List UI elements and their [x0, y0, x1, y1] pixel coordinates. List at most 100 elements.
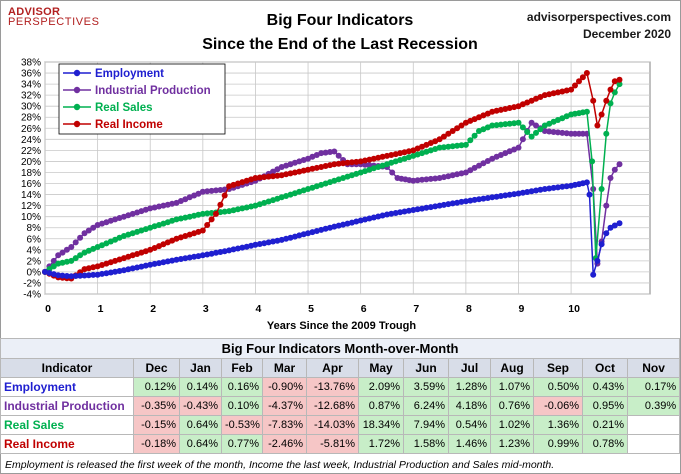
data-point-income [445, 130, 452, 137]
legend-swatch-marker [73, 120, 81, 128]
data-point-employment [397, 209, 404, 216]
data-point-employment [103, 270, 110, 277]
data-point-industrial [462, 169, 469, 176]
y-tick-label: 10% [21, 212, 41, 223]
data-point-industrial [81, 230, 88, 237]
row-label-industrial: Industrial Production [0, 396, 134, 416]
data-point-employment [462, 198, 469, 205]
table-cell: -0.43% [179, 396, 222, 416]
data-point-income [270, 173, 276, 180]
data-point-sales [511, 120, 518, 127]
chart-title: Big Four Indicators [266, 12, 414, 29]
table-cell: -14.03% [306, 415, 359, 435]
data-point-employment [583, 179, 590, 186]
data-point-industrial [213, 187, 219, 194]
column-header: Jul [448, 358, 491, 378]
data-point-employment [55, 272, 62, 279]
data-point-employment [59, 272, 66, 279]
brand-line-1: ADVISOR [8, 6, 61, 18]
data-point-employment [423, 204, 430, 211]
table-cell: -4.37% [262, 396, 307, 416]
table-cell: 0.10% [221, 396, 263, 416]
row-label-employment: Employment [0, 377, 134, 397]
data-point-employment [541, 186, 548, 192]
mom-table-wrap: Big Four Indicators Month-over-Month Indi… [0, 338, 681, 454]
data-point-industrial [607, 175, 614, 181]
data-point-industrial [366, 162, 373, 169]
data-point-industrial [50, 257, 57, 264]
table-cell: 0.78% [582, 434, 628, 454]
data-point-employment [554, 184, 561, 191]
table-cell: 0.77% [221, 434, 263, 454]
data-point-sales [462, 141, 469, 148]
x-tick-label: 10 [568, 303, 580, 315]
x-tick-label: 5 [308, 303, 314, 315]
legend-label-employment: Employment [95, 68, 164, 80]
data-point-sales [537, 126, 544, 133]
data-point-industrial [476, 162, 482, 169]
data-point-industrial [423, 176, 430, 183]
data-point-industrial [199, 188, 206, 195]
y-tick-label: 34% [21, 80, 41, 91]
data-point-employment [480, 195, 487, 202]
table-cell: 0.14% [179, 377, 222, 397]
table-cell: 0.12% [133, 377, 180, 397]
data-point-sales [528, 133, 535, 140]
data-point-employment [68, 273, 75, 280]
data-point-income [252, 175, 259, 181]
table-cell: -13.76% [306, 377, 359, 397]
source-block: advisorperspectives.com December 2020 [527, 9, 671, 43]
data-point-income [213, 210, 219, 217]
table-title: Big Four Indicators Month-over-Month [0, 338, 681, 359]
x-tick-label: 6 [361, 303, 367, 315]
data-point-employment [77, 272, 84, 279]
data-point-industrial [77, 234, 84, 241]
y-tick-label: 28% [21, 113, 41, 124]
source-site: advisorperspectives.com [526, 10, 671, 24]
column-header: Jan [179, 358, 222, 378]
table-cell [626, 434, 681, 454]
data-point-industrial [471, 164, 478, 171]
data-point-employment [81, 272, 88, 279]
series-sales [42, 81, 623, 275]
data-point-income [458, 122, 465, 129]
y-tick-label: 26% [21, 124, 41, 135]
data-point-employment [594, 257, 601, 264]
data-point-industrial [528, 119, 535, 126]
table-cell: 0.54% [448, 415, 491, 435]
data-point-income [208, 216, 215, 223]
legend-label-industrial: Industrial Production [95, 85, 211, 97]
data-point-income [616, 76, 623, 83]
data-point-industrial [63, 246, 70, 253]
row-label-sales: Real Sales [0, 415, 134, 435]
data-point-income [568, 86, 575, 93]
data-point-income [611, 78, 618, 85]
table-cell: -0.06% [533, 396, 583, 416]
data-point-employment [63, 273, 70, 279]
data-point-employment [506, 191, 513, 198]
table-cell: 1.36% [533, 415, 583, 435]
table-cell: 0.99% [533, 434, 583, 454]
data-point-industrial [427, 175, 434, 182]
table-cell: 0.64% [179, 415, 222, 435]
data-point-industrial [554, 129, 561, 136]
data-point-sales [489, 122, 496, 129]
column-header: Feb [221, 358, 263, 378]
data-point-sales [449, 143, 456, 150]
series-income [42, 70, 623, 282]
data-point-income [572, 82, 578, 89]
y-tick-label: 14% [21, 190, 41, 201]
y-tick-label: -4% [23, 290, 41, 301]
y-tick-label: 18% [21, 168, 41, 179]
column-header: Dec [133, 358, 180, 378]
data-point-employment [476, 196, 482, 203]
data-point-income [261, 174, 268, 181]
series-employment [42, 179, 623, 280]
table-cell: 1.02% [490, 415, 534, 435]
data-point-income [598, 111, 605, 118]
data-point-income [576, 78, 582, 85]
table-cell: -0.53% [221, 415, 263, 435]
y-tick-label: 24% [21, 135, 41, 146]
table-cell: 0.43% [582, 377, 628, 397]
table-row: Industrial Production -0.35% -0.43% 0.10% -4… [0, 396, 681, 416]
